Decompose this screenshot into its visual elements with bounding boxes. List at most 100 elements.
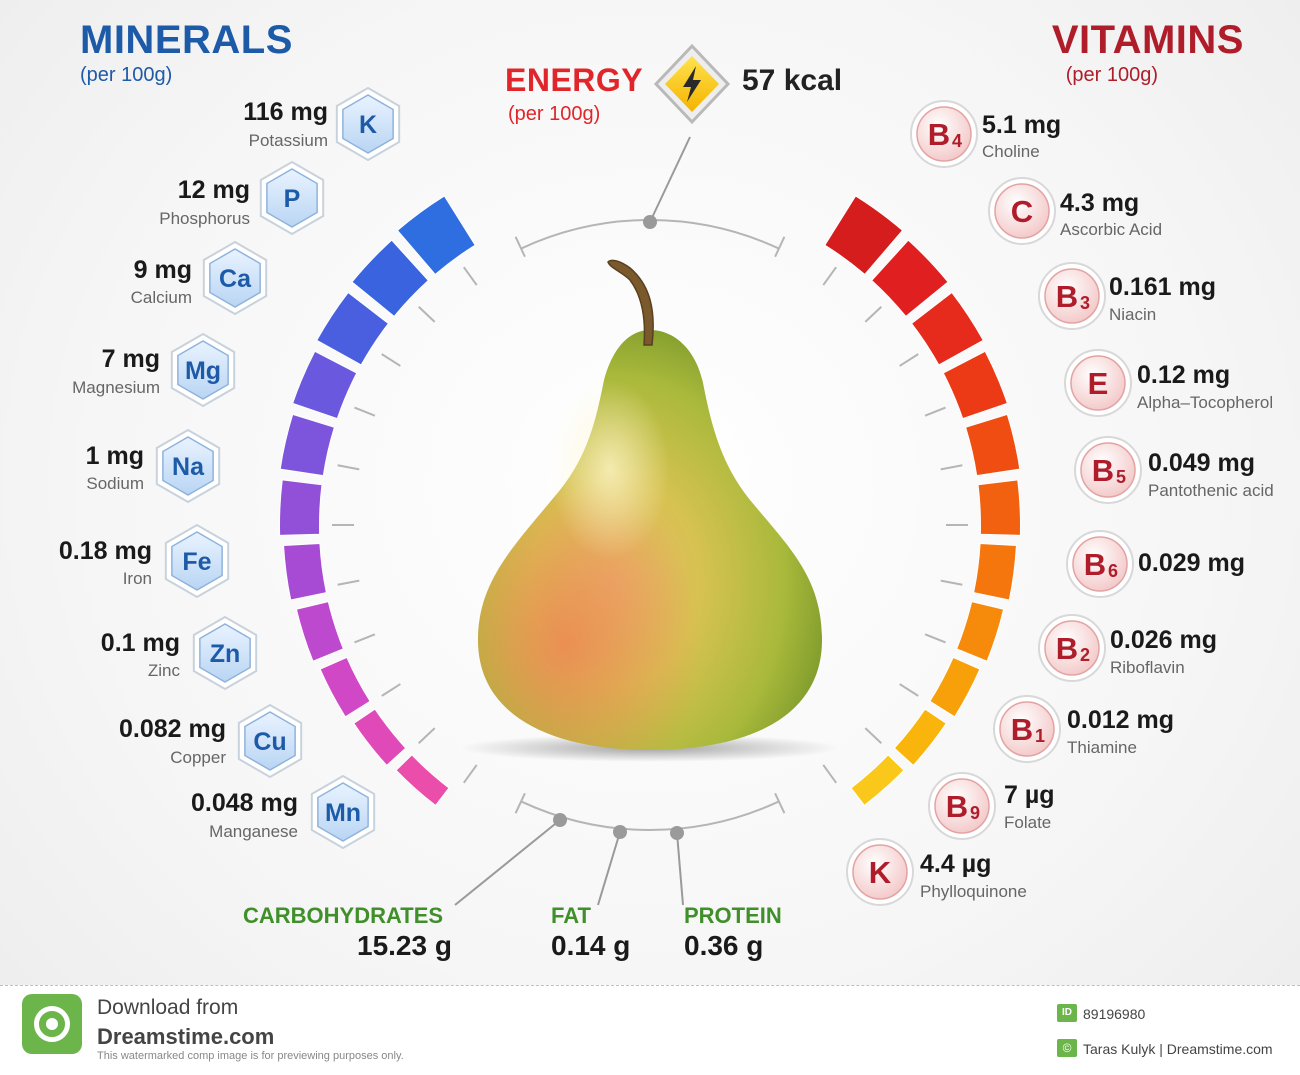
vitamin-amount-b6: 0.029 mg xyxy=(1138,549,1246,577)
macro-value-protein: 0.36 g xyxy=(684,930,764,961)
gauge-tick xyxy=(354,633,376,644)
watermark-footer: Download from Dreamstime.com This waterm… xyxy=(0,985,1300,1075)
gauge-tick xyxy=(864,306,882,323)
mineral-badge-phosphorus: P xyxy=(259,160,325,236)
mineral-bar-segment xyxy=(319,656,371,718)
vitamins-title: VITAMINS xyxy=(1051,18,1244,62)
mineral-amount-calcium: 9 mg xyxy=(133,256,192,284)
mineral-bar-segment xyxy=(316,291,390,366)
gauge-tick xyxy=(940,464,963,471)
mineral-badge-manganese: Mn xyxy=(310,774,376,850)
minerals-subtitle: (per 100g) xyxy=(80,64,173,86)
mineral-badge-potassium: K xyxy=(335,86,401,162)
mineral-badge-sodium: Na xyxy=(155,428,221,504)
gauge-tick xyxy=(924,406,946,417)
vitamin-letter: C xyxy=(1011,194,1033,229)
mineral-badge-magnesium: Mg xyxy=(170,332,236,408)
vitamin-letter: B xyxy=(1011,712,1033,747)
vitamin-letter: B xyxy=(1084,547,1106,582)
vitamin-bar-segment xyxy=(893,708,947,767)
vitamin-bar-segment xyxy=(824,195,904,276)
mineral-badge-zinc: Zn xyxy=(192,615,258,691)
mineral-badge-copper: Cu xyxy=(237,703,303,779)
mineral-name-calcium: Calcium xyxy=(130,288,192,307)
vitamin-amount-k: 4.4 µg xyxy=(920,850,992,878)
mineral-symbol: Mn xyxy=(325,799,361,827)
gauge-tick xyxy=(940,579,963,586)
mineral-name-sodium: Sodium xyxy=(86,474,144,493)
vitamin-name-k: Phylloquinone xyxy=(920,882,1027,901)
vitamin-amount-b9: 7 µg xyxy=(1004,781,1055,809)
vitamin-bar-segment xyxy=(955,601,1005,662)
footer-site-link[interactable]: Dreamstime.com xyxy=(97,1024,275,1049)
gauge-tick xyxy=(899,683,919,697)
mineral-amount-sodium: 1 mg xyxy=(85,442,144,470)
mineral-badge-calcium: Ca xyxy=(202,240,268,316)
vitamin-amount-b4: 5.1 mg xyxy=(982,111,1062,139)
gauge-tick xyxy=(337,579,360,586)
gauge-tick xyxy=(822,764,837,784)
vitamin-amount-b3: 0.161 mg xyxy=(1109,273,1217,301)
vitamin-amount-b1: 0.012 mg xyxy=(1067,706,1175,734)
vitamin-letter: B xyxy=(1056,279,1078,314)
gauge-tick xyxy=(418,727,436,744)
vitamin-subscript: 4 xyxy=(952,131,962,151)
gauge-tick xyxy=(514,236,526,258)
mineral-name-phosphorus: Phosphorus xyxy=(159,209,250,228)
vitamin-name-c: Ascorbic Acid xyxy=(1060,220,1163,239)
gauge-tick xyxy=(822,266,837,286)
mineral-amount-phosphorus: 12 mg xyxy=(177,176,250,204)
gauge-tick xyxy=(774,236,786,258)
macro-connectors xyxy=(454,813,684,906)
footer-author[interactable]: Taras Kulyk | Dreamstime.com xyxy=(1083,1041,1273,1057)
gauge-ring xyxy=(332,219,968,831)
vitamin-name-b1: Thiamine xyxy=(1067,738,1137,757)
vitamin-badge-k: K xyxy=(846,838,914,906)
mineral-symbol: Fe xyxy=(182,548,211,576)
mineral-symbol: Mg xyxy=(185,357,221,385)
vitamin-bar-segment xyxy=(871,239,949,318)
vitamin-letter: B xyxy=(1092,453,1114,488)
vitamin-bar-segment xyxy=(973,542,1017,601)
vitamin-letter: E xyxy=(1088,366,1109,401)
vitamin-bar-segment xyxy=(929,656,981,718)
vitamin-subscript: 9 xyxy=(970,803,980,823)
vitamin-name-b2: Riboflavin xyxy=(1110,658,1185,677)
vitamin-letter: B xyxy=(1056,631,1078,666)
mineral-symbol: Ca xyxy=(219,265,252,293)
gauge-tick xyxy=(899,353,919,367)
mineral-symbol: Na xyxy=(172,453,205,481)
vitamin-name-b9: Folate xyxy=(1004,813,1052,832)
mineral-symbol: Zn xyxy=(210,640,241,668)
dreamstime-logo-icon xyxy=(22,994,82,1054)
mineral-bar-arc xyxy=(279,195,476,807)
vitamin-letter: B xyxy=(928,117,950,152)
vitamin-subscript: 6 xyxy=(1108,561,1118,581)
vitamin-badge-e: E xyxy=(1064,349,1132,417)
gauge-tick xyxy=(463,266,478,286)
energy-title: ENERGY xyxy=(505,62,644,98)
mineral-name-iron: Iron xyxy=(122,569,152,588)
mineral-amount-potassium: 116 mg xyxy=(243,98,328,126)
vitamin-bar-segment xyxy=(977,479,1021,536)
mineral-amount-magnesium: 7 mg xyxy=(101,345,160,373)
vitamin-name-b3: Niacin xyxy=(1109,305,1157,324)
mineral-amount-zinc: 0.1 mg xyxy=(100,629,180,657)
footer-image-id: 89196980 xyxy=(1083,1006,1146,1022)
mineral-name-potassium: Potassium xyxy=(248,131,328,150)
vitamins-subtitle: (per 100g) xyxy=(1065,64,1158,86)
vitamin-subscript: 5 xyxy=(1116,467,1126,487)
mineral-bar-segment xyxy=(295,601,345,662)
gauge-arc-bottom xyxy=(520,800,780,831)
mineral-amount-iron: 0.18 mg xyxy=(58,537,152,565)
mineral-name-manganese: Manganese xyxy=(209,822,298,841)
gauge-tick xyxy=(924,633,946,644)
mineral-badges: K P Ca Mg Na Fe Zn Cu Mn xyxy=(155,86,401,850)
